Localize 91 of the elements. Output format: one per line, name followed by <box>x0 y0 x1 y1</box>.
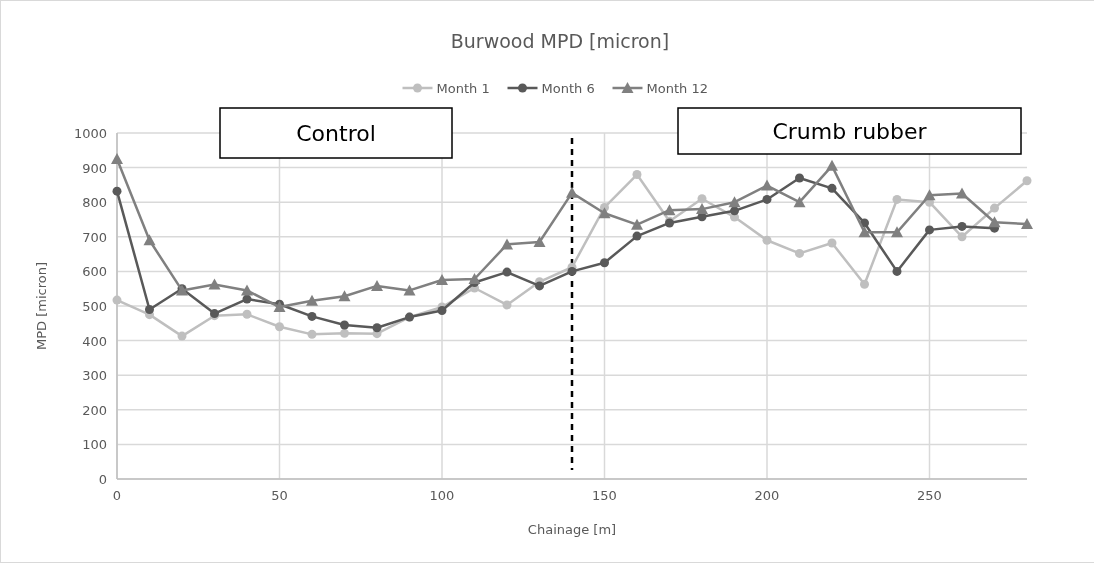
annotation: Control <box>296 121 376 146</box>
point <box>340 320 349 330</box>
point <box>696 203 708 215</box>
point <box>403 284 416 296</box>
point <box>762 235 772 245</box>
annotation: Crumb rubber <box>772 119 928 144</box>
point <box>567 266 577 276</box>
point <box>372 323 382 333</box>
point <box>795 248 804 258</box>
point <box>143 234 156 246</box>
x-tick-label: 200 <box>754 488 780 503</box>
point <box>111 152 123 164</box>
y-tick-label: 100 <box>82 437 107 453</box>
y-tick-label: 400 <box>82 333 107 349</box>
point <box>177 331 187 341</box>
point <box>208 278 221 290</box>
point <box>241 284 253 296</box>
point <box>827 238 837 248</box>
legend-label: Month 12 <box>646 81 708 96</box>
x-tick-label: 0 <box>112 488 122 503</box>
point <box>728 196 741 208</box>
point <box>306 294 318 306</box>
point <box>598 207 611 219</box>
point <box>826 159 838 171</box>
legend-label: Month 6 <box>541 81 595 96</box>
point <box>891 226 903 238</box>
point <box>1022 176 1032 186</box>
point <box>663 204 676 216</box>
point <box>273 301 286 313</box>
point <box>501 238 513 250</box>
point <box>145 304 154 314</box>
point <box>437 306 447 315</box>
x-tick-label: 50 <box>271 488 288 503</box>
point <box>858 226 871 238</box>
point <box>307 329 317 339</box>
point <box>338 290 351 302</box>
point <box>957 232 967 242</box>
point <box>988 216 1001 228</box>
label-box: Control <box>219 107 453 159</box>
point <box>502 300 512 310</box>
point <box>242 294 252 304</box>
point <box>533 235 546 247</box>
point <box>892 266 902 276</box>
point <box>468 273 481 285</box>
y-tick-label: 600 <box>82 264 107 280</box>
point <box>1021 218 1033 229</box>
point <box>761 179 773 191</box>
point <box>535 281 544 291</box>
chart-title: Burwood MPD [micron] <box>450 30 670 52</box>
x-tick-label: 250 <box>917 488 942 503</box>
point <box>502 267 512 277</box>
point <box>923 189 936 201</box>
point <box>990 203 999 213</box>
point <box>925 225 934 235</box>
point <box>795 173 804 183</box>
point <box>566 186 578 198</box>
point <box>860 279 869 289</box>
point <box>340 328 349 338</box>
point <box>793 196 806 208</box>
point <box>632 231 642 241</box>
y-tick-label: 800 <box>82 195 107 211</box>
y-tick-label: 200 <box>82 402 107 418</box>
y-tick-label: 500 <box>82 299 107 314</box>
x-axis-title: Chainage [m] <box>527 522 617 537</box>
point <box>762 194 772 204</box>
y-tick-label: 0 <box>98 472 107 487</box>
point <box>957 221 967 231</box>
point <box>631 218 643 230</box>
point <box>956 187 968 199</box>
point <box>892 194 902 204</box>
point <box>436 274 448 286</box>
x-tick-label: 150 <box>592 488 617 503</box>
point <box>730 206 739 216</box>
x-tick-label: 100 <box>429 488 455 503</box>
point <box>112 186 122 196</box>
y-tick-label: 900 <box>82 160 107 176</box>
y-tick-label: 1000 <box>73 126 107 141</box>
point <box>371 279 383 291</box>
point <box>307 311 317 321</box>
label-box: Crumb rubber <box>677 107 1022 155</box>
point <box>600 258 609 268</box>
point <box>827 183 837 193</box>
point <box>242 309 252 319</box>
y-axis-title: MPD [micron] <box>34 261 49 351</box>
point <box>632 170 642 180</box>
legend-label: Month 1 <box>436 81 490 96</box>
point <box>275 322 284 332</box>
y-tick-label: 700 <box>82 229 107 245</box>
y-tick-label: 300 <box>82 368 107 384</box>
point <box>112 295 122 305</box>
point <box>697 194 707 204</box>
